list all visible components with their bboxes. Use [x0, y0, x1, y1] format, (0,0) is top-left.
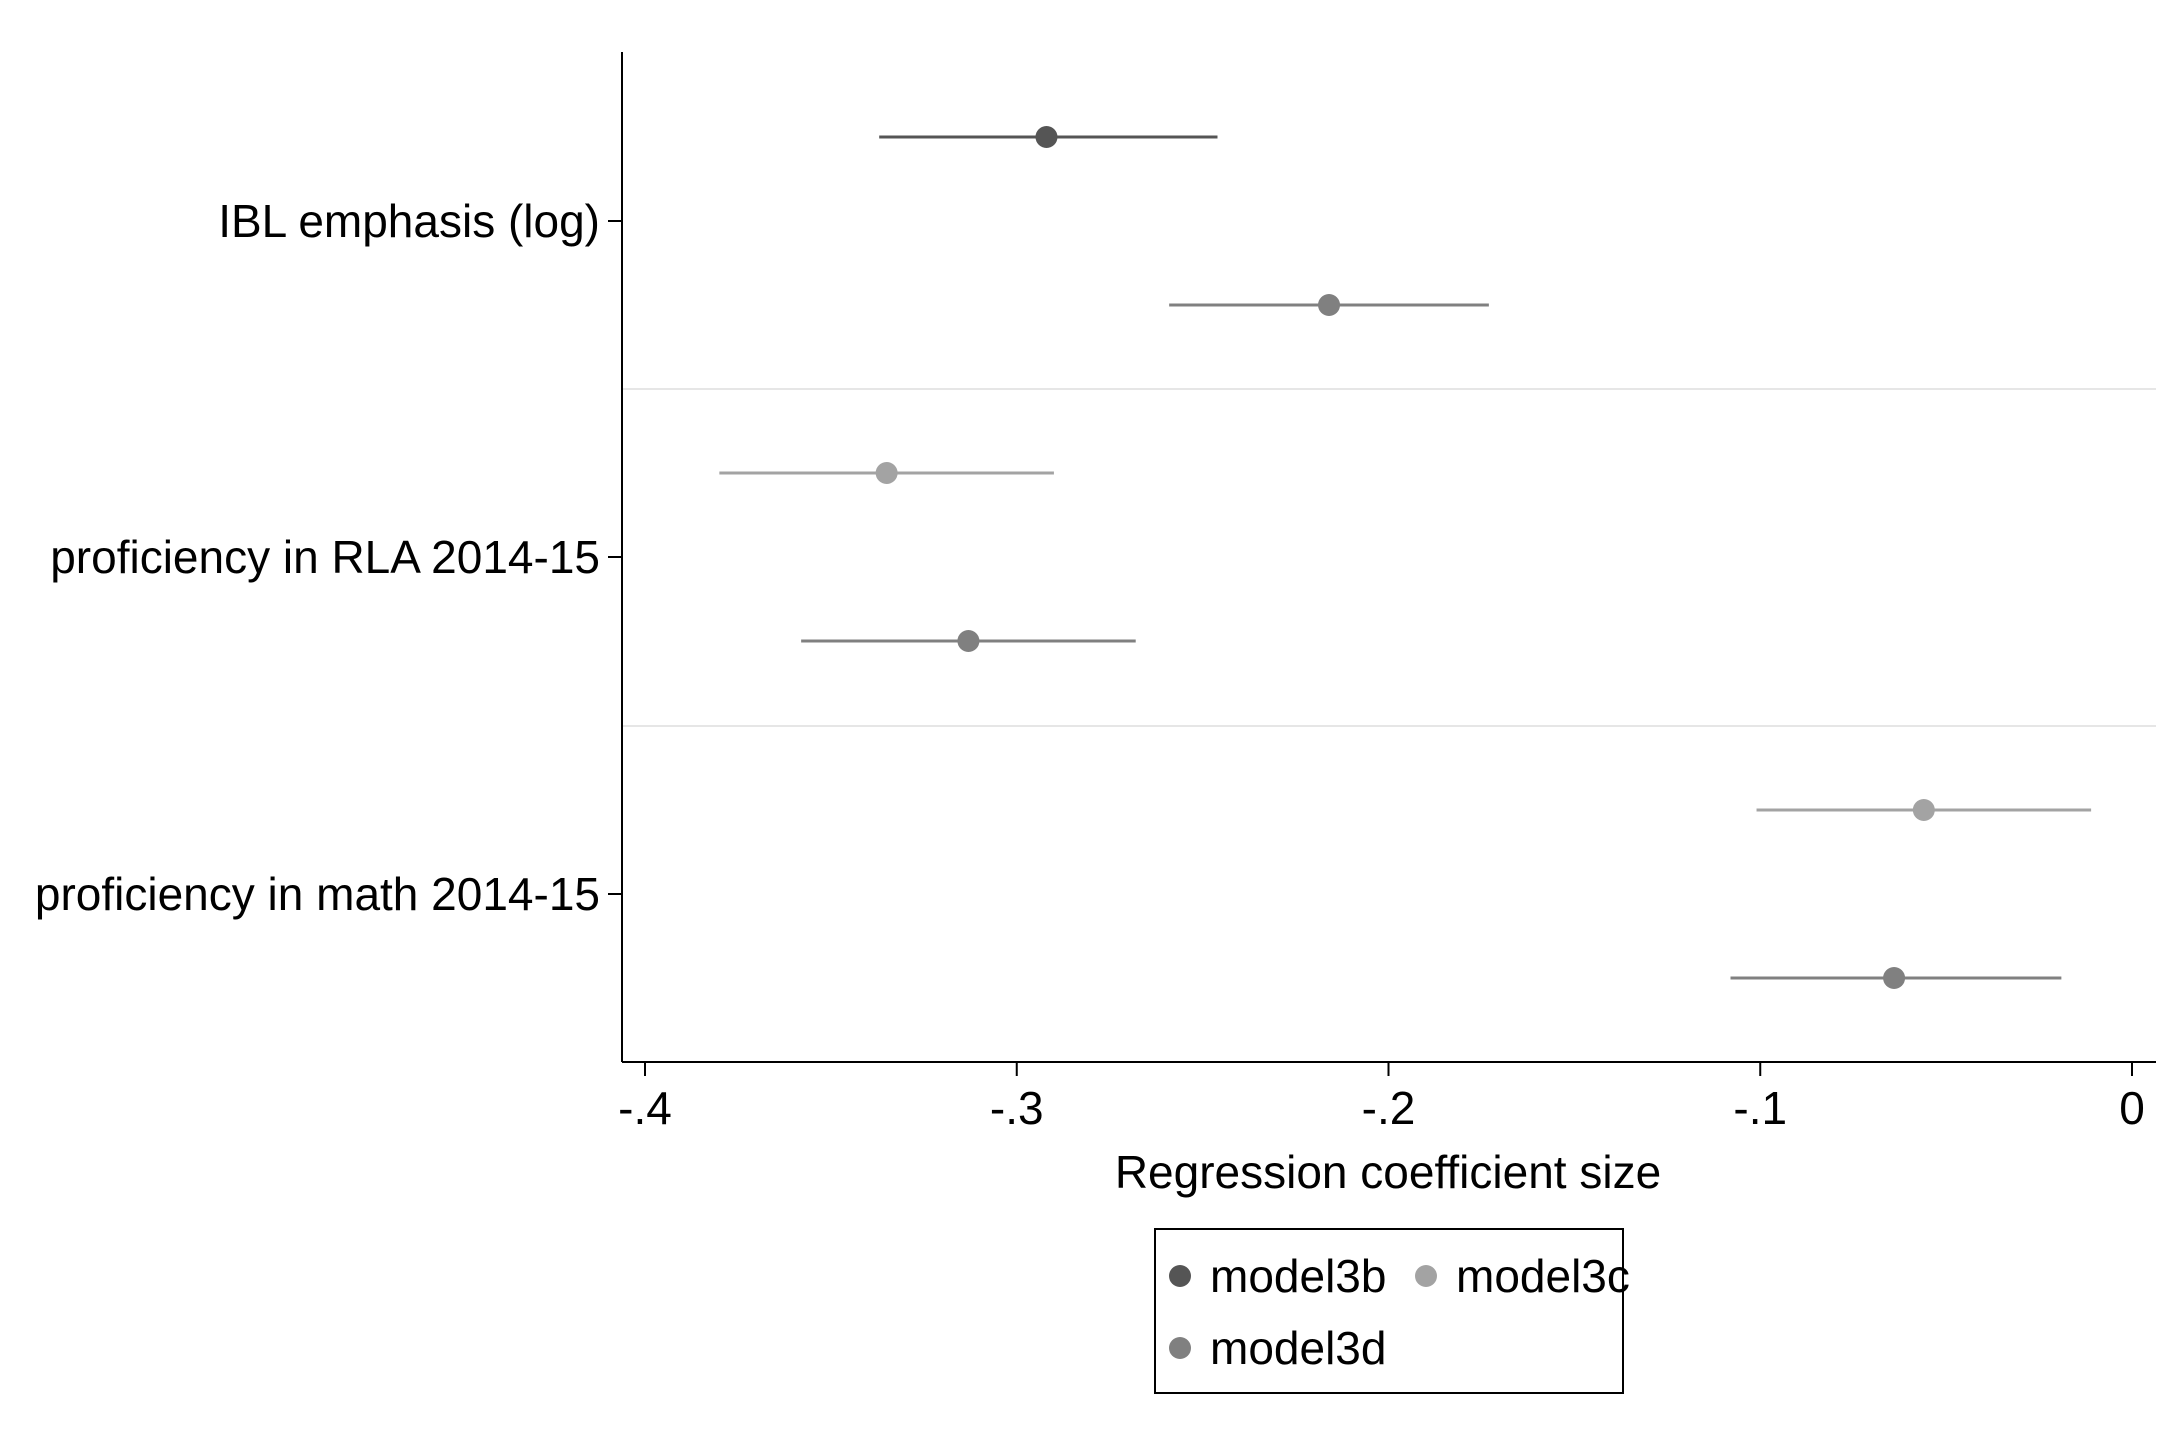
marker-model3c-proficiency-in-math-2014-15: [1756, 799, 2092, 821]
legend-frame: [1154, 1228, 1624, 1394]
point-model3b-ibl-emphasis-log: [1035, 126, 1058, 148]
legend-label-model3d: model3d: [1210, 1322, 1386, 1374]
point-model3d-proficiency-in-rla-2014-15: [957, 630, 980, 652]
legend-swatch-model3c: [1415, 1265, 1437, 1287]
x-tick-label-4: 0: [2119, 1082, 2145, 1134]
point-model3c-proficiency-in-math-2014-15: [1912, 799, 1935, 821]
y-tick-label-proficiency-in-rla-2014-15: proficiency in RLA 2014-15: [50, 531, 600, 583]
x-tick-label-2: -.2: [1362, 1082, 1416, 1134]
legend-swatch-model3b: [1169, 1265, 1191, 1287]
legend-item-model3c: model3c: [1415, 1250, 1630, 1302]
point-model3c-proficiency-in-rla-2014-15: [875, 462, 898, 484]
x-tick-label-3: -.1: [1733, 1082, 1787, 1134]
marker-model3d-proficiency-in-math-2014-15: [1730, 967, 2062, 989]
legend-label-model3b: model3b: [1210, 1250, 1386, 1302]
point-model3d-ibl-emphasis-log: [1318, 294, 1341, 316]
marker-model3b-ibl-emphasis-log: [879, 126, 1218, 148]
legend-swatch-model3d: [1169, 1337, 1191, 1359]
x-axis-title: Regression coefficient size: [1115, 1146, 1661, 1198]
gridlines: [622, 388, 2156, 727]
marker-model3d-ibl-emphasis-log: [1169, 294, 1489, 316]
legend-label-model3c: model3c: [1456, 1250, 1630, 1302]
y-tick-label-proficiency-in-math-2014-15: proficiency in math 2014-15: [35, 868, 600, 920]
marker-model3d-proficiency-in-rla-2014-15: [801, 630, 1136, 652]
marker-model3c-proficiency-in-rla-2014-15: [719, 462, 1054, 484]
x-tick-label-1: -.3: [990, 1082, 1044, 1134]
x-ticks: -.4 -.3 -.2 -.1 0: [618, 1062, 2145, 1134]
x-tick-label-0: -.4: [618, 1082, 672, 1134]
y-ticks: IBL emphasis (log) proficiency in RLA 201…: [35, 195, 622, 920]
y-tick-label-ibl-emphasis-log: IBL emphasis (log): [218, 195, 600, 247]
legend-items: model3b model3c model3d: [1169, 1250, 1630, 1374]
point-model3d-proficiency-in-math-2014-15: [1883, 967, 1906, 989]
legend: model3b model3c model3d: [1154, 1228, 1630, 1394]
coefficient-markers: [719, 126, 2092, 989]
legend-item-model3d: model3d: [1169, 1322, 1386, 1374]
legend-item-model3b: model3b: [1169, 1250, 1386, 1302]
